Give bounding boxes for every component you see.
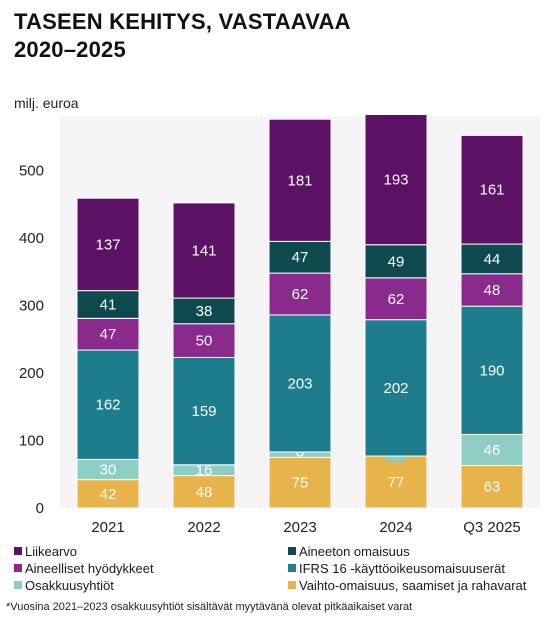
- bar-segment: [364, 319, 428, 457]
- data-label: 38: [196, 303, 213, 320]
- data-label: 16: [196, 462, 213, 479]
- legend-label: Liikearvo: [25, 543, 78, 559]
- chart-title: TASEEN KEHITYS, VASTAAVAA 2020–2025: [14, 8, 351, 64]
- data-label: 48: [196, 484, 213, 501]
- x-tick-label: 2021: [91, 519, 124, 536]
- legend-swatch: [14, 547, 22, 555]
- data-label: 50: [196, 333, 213, 350]
- legend-item: Osakkuusyhtiöt: [14, 577, 288, 593]
- legend-item: Liikearvo: [14, 543, 288, 559]
- y-tick-label: 500: [19, 163, 44, 180]
- legend-item: Aineeton omaisuus: [288, 543, 544, 559]
- x-tick-label: 2023: [283, 519, 316, 536]
- data-label: 44: [484, 251, 501, 268]
- y-tick-label: 0: [36, 500, 44, 517]
- legend-swatch: [288, 581, 296, 589]
- data-label: 203: [287, 375, 312, 392]
- bar-segment: [268, 272, 332, 316]
- data-label: 141: [191, 242, 216, 259]
- data-label: 49: [388, 253, 405, 270]
- legend-swatch: [14, 564, 22, 572]
- bar-segment: [460, 464, 524, 509]
- bar-segment: [460, 273, 524, 307]
- chart-legend: Liikearvo Aineeton omaisuus Aineelliset hy…: [14, 543, 544, 593]
- data-label: 75: [292, 475, 309, 492]
- stacked-bar-chart: 0100200300400500423016247411372021481615…: [19, 113, 540, 536]
- bar-segment: [364, 277, 428, 321]
- legend-label: Vaihto-omaisuus, saamiset ja rahavarat: [299, 577, 527, 593]
- bar-segment: [172, 202, 236, 299]
- footnote: *Vuosina 2021–2023 osakkuusyhtiöt sisält…: [6, 601, 413, 613]
- data-label: 77: [388, 474, 405, 491]
- data-label: 62: [292, 286, 309, 303]
- data-label: 202: [383, 380, 408, 397]
- bar-segment: [76, 479, 140, 509]
- y-axis-unit-label: milj. euroa: [14, 95, 79, 111]
- data-label: 41: [100, 296, 117, 313]
- data-label: 30: [100, 462, 117, 479]
- data-label: 159: [191, 403, 216, 420]
- data-label: 137: [95, 236, 120, 253]
- bar-segment: [364, 113, 428, 246]
- legend-item: Vaihto-omaisuus, saamiset ja rahavarat: [288, 577, 544, 593]
- legend-item: IFRS 16 -käyttöoikeusomaisuuserät: [288, 560, 544, 576]
- legend-item: Aineelliset hyödykkeet: [14, 560, 288, 576]
- legend-label: Osakkuusyhtiöt: [25, 577, 114, 593]
- data-label: 47: [292, 249, 309, 266]
- data-label: 63: [484, 479, 501, 496]
- bar-segment: [172, 297, 236, 325]
- x-tick-label: 2022: [187, 519, 220, 536]
- legend-label: Aineeton omaisuus: [299, 543, 410, 559]
- bar-segment: [460, 134, 524, 245]
- data-label: 46: [484, 442, 501, 459]
- x-tick-label: Q3 2025: [463, 519, 521, 536]
- bar-segment: [172, 475, 236, 509]
- data-label: 47: [100, 326, 117, 343]
- bar-segment: [76, 197, 140, 292]
- data-label: 42: [100, 486, 117, 503]
- legend-swatch: [288, 564, 296, 572]
- bar-segment: [268, 314, 332, 453]
- bar-segment: [460, 243, 524, 275]
- data-label: 190: [479, 362, 504, 379]
- bar-segment: [268, 118, 332, 242]
- chart-title-line-2: 2020–2025: [14, 37, 126, 62]
- chart-title-line-1: TASEEN KEHITYS, VASTAAVAA: [14, 9, 351, 34]
- data-label: 62: [388, 291, 405, 308]
- legend-label: Aineelliset hyödykkeet: [25, 560, 154, 576]
- x-tick-label: 2024: [379, 519, 412, 536]
- y-tick-label: 200: [19, 365, 44, 382]
- y-tick-label: 300: [19, 298, 44, 315]
- bar-segment: [460, 433, 524, 466]
- data-label: 162: [95, 397, 120, 414]
- data-label: 181: [287, 172, 312, 189]
- bar-segment: [460, 305, 524, 435]
- legend-swatch: [288, 547, 296, 555]
- y-tick-label: 100: [19, 433, 44, 450]
- bar-segment: [172, 323, 236, 358]
- bar-segment: [364, 455, 428, 509]
- y-tick-label: 400: [19, 230, 44, 247]
- legend-swatch: [14, 581, 22, 589]
- legend-label: IFRS 16 -käyttöoikeusomaisuuserät: [299, 560, 505, 576]
- data-label: 161: [479, 182, 504, 199]
- data-label: 48: [484, 282, 501, 299]
- data-label: 193: [383, 172, 408, 189]
